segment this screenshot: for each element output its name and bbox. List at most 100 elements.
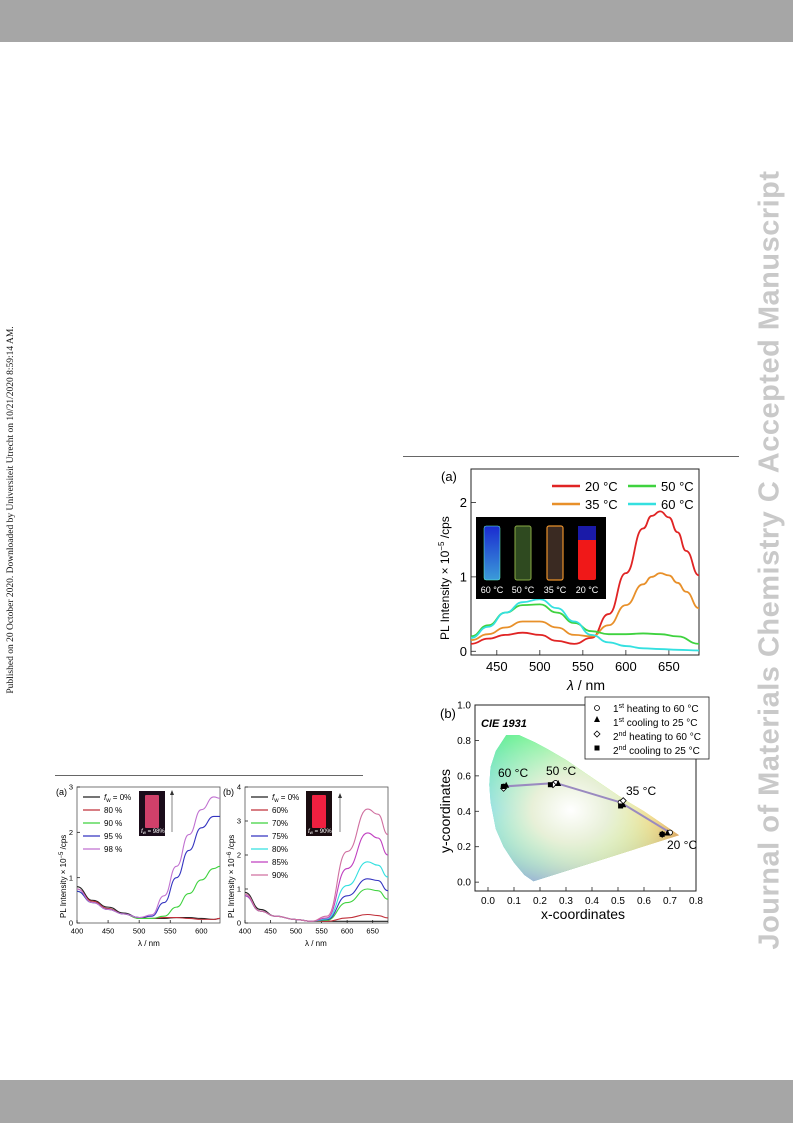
legend-entry: 90% [272, 871, 288, 880]
x-tick-label: 0.4 [585, 896, 599, 907]
plot-frame [470, 468, 700, 656]
inset-label: fw = 98% [141, 829, 165, 835]
y-tick-label: 1 [69, 873, 73, 882]
point-2nd-cooling [547, 782, 553, 788]
x-tick-label: 650 [366, 927, 379, 936]
annotation-35: 35 °C [626, 784, 656, 798]
legend-marker-square [594, 745, 600, 751]
series-line [470, 598, 700, 652]
y-tick-label: 4 [237, 783, 241, 792]
legend-marker-diamond [593, 730, 601, 738]
legend-title: fw = 0% [104, 793, 131, 804]
cycle-arrow [620, 801, 671, 834]
series-line [76, 888, 221, 920]
vial-label: 60 °C [481, 585, 504, 595]
y-tick-label: 0.2 [457, 842, 471, 853]
vial-photo-inset: 60 °C 50 °C 35 °C 20 °C [476, 517, 606, 599]
point-2nd-cooling [501, 783, 507, 789]
vial-label: 20 °C [576, 585, 599, 595]
legend-entry: 1st heating to 60 °C [613, 703, 699, 715]
y-axis-label: PL Intensity × 10−6 /cps [227, 835, 236, 918]
y-tick-label: 2 [460, 495, 467, 510]
point-2nd-cooling [618, 803, 624, 809]
legend-entry: 85% [272, 858, 288, 867]
y-tick-label: 1.0 [457, 701, 471, 712]
legend-entry: 95 % [104, 832, 122, 841]
y-tick-label: 1 [237, 885, 241, 894]
legend-entry: 60 °C [661, 497, 694, 512]
x-tick-label: 550 [572, 659, 594, 674]
y-tick-label: 0 [69, 919, 73, 928]
series-line [244, 832, 389, 922]
cycle-arrow [503, 781, 556, 788]
legend-entry: 60% [272, 806, 288, 815]
y-tick-label: 3 [237, 817, 241, 826]
x-tick-label: 450 [102, 927, 115, 936]
x-tick-label: 0.3 [559, 896, 573, 907]
y-tick-label: 0.4 [457, 807, 471, 818]
vial-20-cap [578, 526, 596, 540]
panel-label: (a) [441, 469, 457, 484]
x-tick-label: 600 [195, 927, 208, 936]
figure-top-rule [403, 456, 739, 457]
point-2nd-cooling [659, 831, 665, 837]
legend-marker-triangle [594, 716, 600, 722]
inset-label: fw = 90% [308, 829, 332, 835]
legend-entry: 75% [272, 832, 288, 841]
legend-entry: 90 % [104, 819, 122, 828]
vial-35 [546, 525, 564, 581]
x-tick-label: 0.8 [689, 896, 703, 907]
series-line [244, 888, 389, 922]
y-tick-label: 0.0 [457, 878, 471, 889]
legend-box [584, 696, 710, 760]
trend-arrow-head [170, 790, 174, 795]
y-axis-label: PL Intensity × 10−5 /cps [437, 516, 452, 640]
y-tick-label: 3 [69, 783, 73, 792]
vial-60 [483, 525, 501, 581]
x-tick-label: 600 [341, 927, 354, 936]
cycle-arrow [555, 781, 621, 804]
legend-entry: 20 °C [585, 479, 618, 494]
y-tick-label: 0.8 [457, 736, 471, 747]
annotation-60: 60 °C [498, 766, 528, 780]
x-axis-label: x-coordinates [541, 906, 625, 922]
series-line [76, 796, 221, 919]
x-tick-label: 0.7 [663, 896, 677, 907]
legend: 20 °C 35 °C 50 °C 60 °C [552, 479, 694, 512]
legend-entry: 35 °C [585, 497, 618, 512]
y-axis-label: y-coordinates [437, 769, 453, 853]
point-1st-cooling [664, 829, 671, 836]
series-line [470, 572, 700, 642]
x-tick-label: 500 [529, 659, 551, 674]
x-axis-label: λ / nm [138, 939, 160, 948]
x-tick-label: 500 [290, 927, 303, 936]
small-figure-top-rule [55, 775, 363, 776]
series-line [244, 808, 389, 922]
panel-label: (b) [223, 787, 234, 797]
trend-arrow-head [338, 793, 342, 798]
x-tick-label: 400 [239, 927, 252, 936]
x-tick-label: 0.1 [507, 896, 521, 907]
legend-marker-circle [594, 705, 600, 711]
legend-entry: 80% [272, 845, 288, 854]
panel-label: (a) [56, 787, 67, 797]
x-axis-label: λ / nm [566, 677, 605, 693]
x-tick-label: 400 [71, 927, 84, 936]
legend: fw = 0% 80 % 90 % 95 % 98 % [83, 793, 131, 854]
x-tick-label: 550 [164, 927, 177, 936]
vial-50 [514, 525, 532, 581]
x-tick-label: 0.0 [481, 896, 495, 907]
annotation-50: 50 °C [546, 764, 576, 778]
x-tick-label: 600 [615, 659, 637, 674]
legend: fw = 0% 60% 70% 75% 80% 85% 90% [251, 793, 299, 880]
y-tick-label: 2 [237, 851, 241, 860]
cie-inset-title: CIE 1931 [481, 718, 527, 730]
legend-title: fw = 0% [272, 793, 299, 804]
top-banner-bar [0, 0, 793, 42]
x-tick-label: 0.6 [637, 896, 651, 907]
plot-frame [76, 786, 221, 924]
x-axis-label: λ / nm [305, 939, 327, 948]
panel-label: (b) [440, 706, 456, 721]
